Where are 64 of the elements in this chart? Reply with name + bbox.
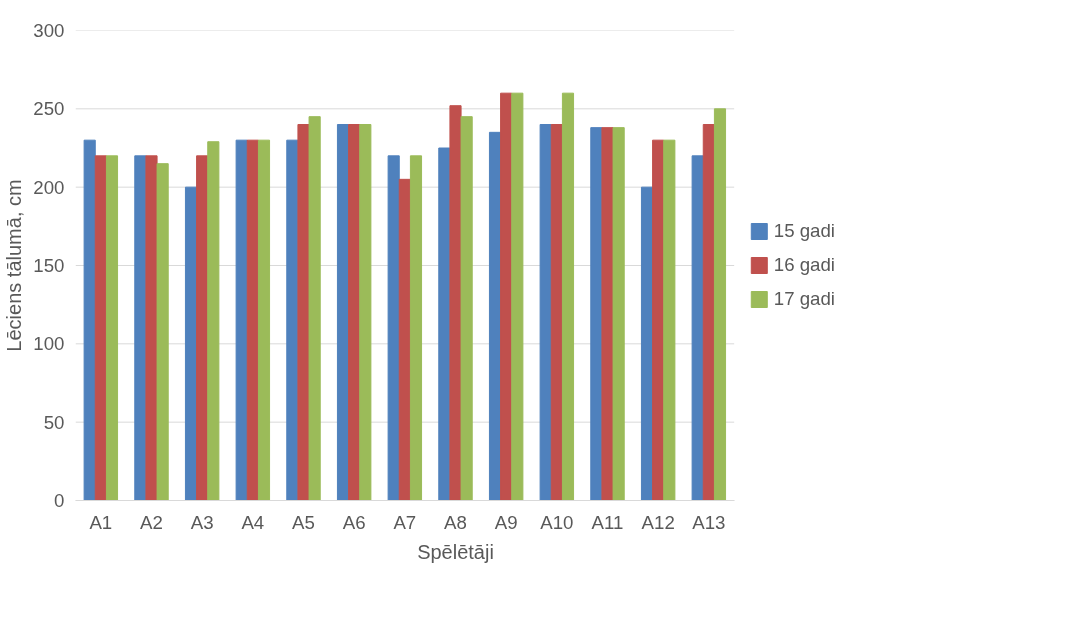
- bar: [601, 127, 614, 501]
- bar: [511, 92, 524, 501]
- bar: [398, 178, 411, 501]
- bar: [713, 108, 727, 501]
- bar: [336, 124, 350, 501]
- bar: [387, 155, 400, 501]
- bar: [652, 139, 665, 501]
- bar: [308, 116, 321, 501]
- x-tick-label: A6: [342, 511, 366, 533]
- bar: [286, 139, 299, 501]
- bar: [105, 155, 119, 501]
- bar: [196, 155, 209, 501]
- bar: [488, 131, 502, 501]
- y-tick-label: 150: [33, 255, 65, 276]
- bar: [246, 139, 259, 501]
- legend-label: 17 gadi: [773, 288, 835, 310]
- y-tick-label: 100: [33, 333, 65, 355]
- bar: [235, 139, 248, 501]
- y-tick-label: 50: [43, 411, 65, 433]
- bar: [94, 155, 107, 501]
- x-tick-label: A10: [540, 511, 574, 533]
- x-tick-label: A9: [494, 511, 518, 533]
- x-tick-label: A2: [140, 511, 163, 533]
- bar: [83, 139, 96, 501]
- x-tick-label: A5: [292, 511, 315, 533]
- bar: [145, 155, 158, 501]
- bar: [539, 124, 552, 501]
- bar: [449, 105, 462, 501]
- legend-label: 15 gadi: [773, 220, 835, 242]
- bar: [550, 124, 563, 501]
- bar: [409, 155, 423, 501]
- x-axis-title: Spēlētāji: [417, 540, 494, 563]
- bar: [348, 124, 361, 501]
- bar: [297, 124, 310, 501]
- y-tick-label: 250: [33, 98, 65, 120]
- x-tick-label: A7: [393, 511, 417, 533]
- bar: [460, 116, 473, 501]
- x-tick-label: A3: [190, 511, 214, 533]
- bar: [156, 163, 169, 501]
- x-tick-label: A12: [641, 511, 675, 533]
- bar: [590, 127, 603, 501]
- y-tick-label: 300: [33, 20, 65, 41]
- x-tick-label: A8: [444, 511, 467, 533]
- bar: [500, 92, 513, 501]
- bar: [663, 139, 676, 501]
- bar: [691, 155, 704, 501]
- y-tick-label: 0: [54, 490, 65, 511]
- bar: [359, 124, 372, 501]
- bar: [612, 127, 625, 501]
- bar: [207, 141, 220, 501]
- bar: [561, 92, 575, 501]
- bar: [184, 186, 198, 501]
- x-tick-label: A13: [692, 511, 726, 533]
- x-tick-label: A11: [591, 511, 624, 533]
- bar: [702, 124, 715, 501]
- bar: [640, 186, 654, 501]
- bar: [438, 147, 451, 501]
- x-tick-label: A1: [89, 511, 113, 533]
- y-tick-label: 200: [33, 176, 65, 198]
- y-axis-title: Lēciens tālumā, cm: [3, 179, 26, 352]
- x-tick-label: A4: [241, 511, 265, 533]
- legend-label: 16 gadi: [773, 254, 835, 276]
- bar: [134, 155, 147, 501]
- bar: [257, 139, 271, 501]
